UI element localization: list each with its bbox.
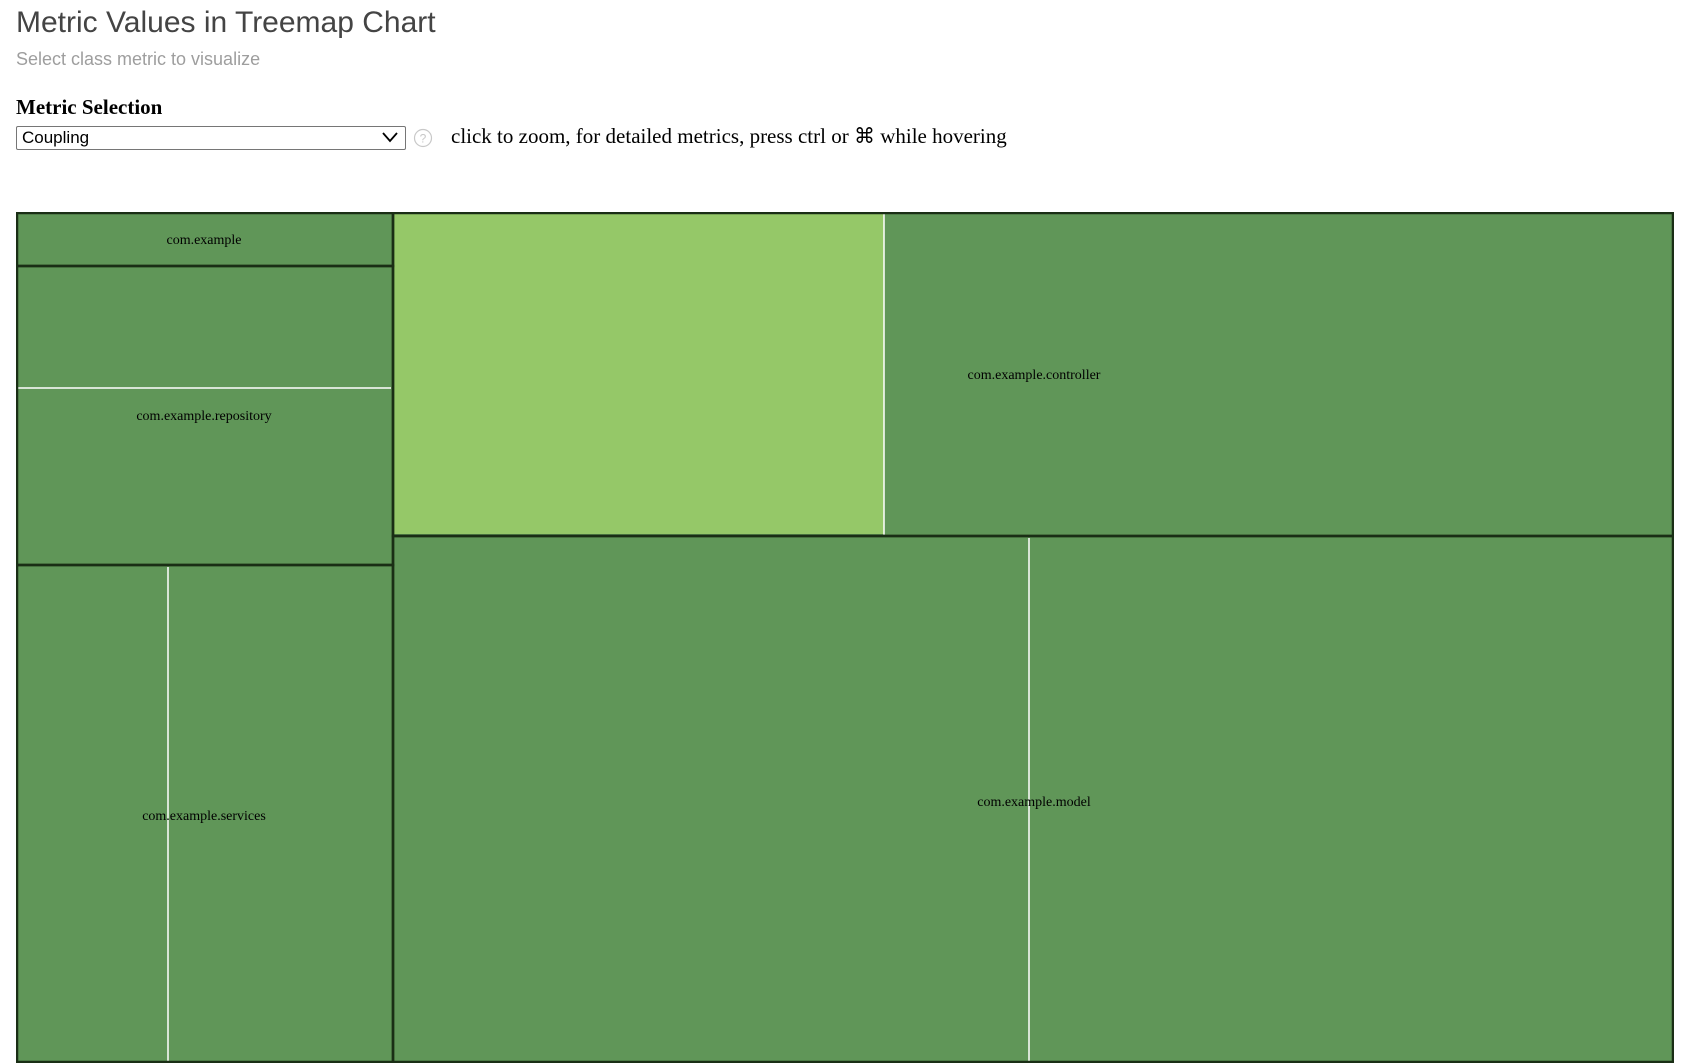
page-title: Metric Values in Treemap Chart — [16, 6, 436, 39]
tile-com-example[interactable] — [16, 212, 393, 266]
metric-selection-heading: Metric Selection — [16, 95, 163, 119]
treemap-chart: com.example com.example.repository com.e… — [16, 212, 1674, 1063]
page-subtitle: Select class metric to visualize — [16, 49, 261, 69]
metric-select[interactable]: Coupling — [16, 126, 406, 150]
tile-com-example-repository[interactable] — [16, 266, 393, 565]
question-circle-icon[interactable]: ? — [413, 128, 433, 148]
tile-com-example-model[interactable] — [393, 536, 1674, 1063]
svg-text:?: ? — [420, 132, 427, 146]
tile-highlighted-class[interactable] — [394, 213, 884, 534]
metric-select-value: Coupling — [22, 128, 90, 147]
tile-com-example-services[interactable] — [16, 565, 393, 1063]
usage-hint: click to zoom, for detailed metrics, pre… — [451, 124, 1007, 148]
chevron-down-icon — [382, 132, 398, 143]
